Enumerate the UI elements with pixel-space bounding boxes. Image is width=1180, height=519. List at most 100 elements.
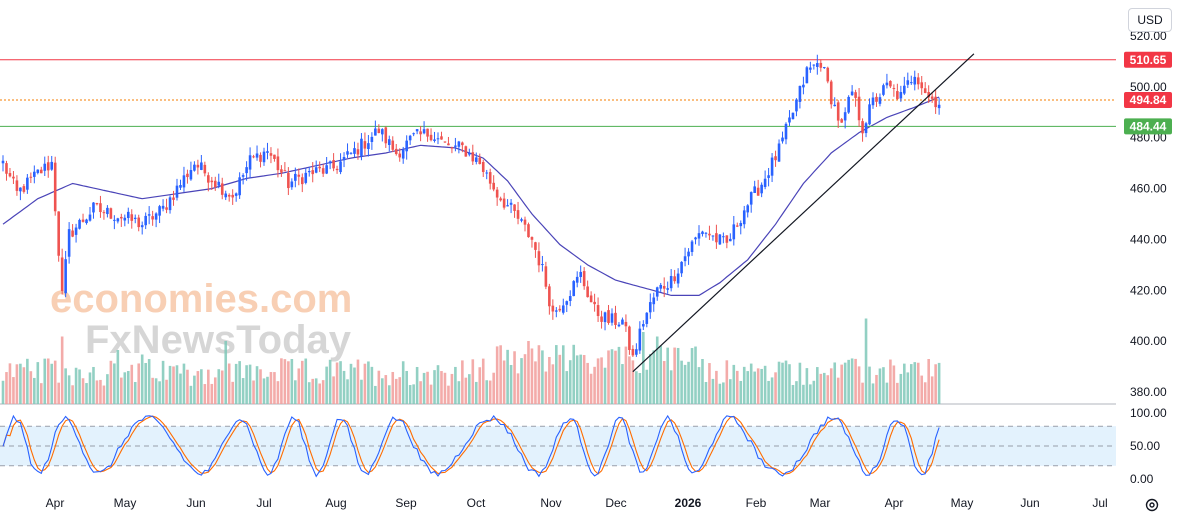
candle	[628, 325, 631, 355]
candle	[645, 312, 649, 328]
candle	[384, 126, 388, 148]
candle	[227, 193, 231, 202]
volume-bar	[822, 372, 826, 404]
candle	[280, 165, 283, 177]
volume-bar	[896, 382, 899, 404]
candle	[130, 209, 134, 229]
candle	[401, 146, 405, 164]
volume-bar	[575, 355, 579, 404]
volume-bar	[450, 373, 454, 404]
candle	[186, 169, 189, 184]
candle	[408, 134, 412, 145]
candle	[871, 92, 875, 109]
time-axis-label: Apr	[46, 496, 65, 510]
candle	[85, 218, 88, 225]
candle	[704, 232, 708, 238]
volume-bar	[523, 354, 527, 404]
volume-bar	[64, 368, 67, 404]
candle	[217, 173, 221, 189]
candle	[582, 267, 586, 290]
candle	[241, 173, 245, 185]
volume-bar	[527, 341, 530, 404]
volume-bar	[287, 361, 290, 404]
volume-bar	[133, 381, 137, 404]
candle	[882, 83, 885, 97]
candle	[193, 161, 196, 172]
candle	[252, 154, 255, 159]
volume-bar	[840, 364, 843, 404]
candle	[370, 132, 374, 150]
volume-bar	[391, 371, 395, 404]
candle	[457, 140, 461, 154]
volume-bar	[12, 377, 15, 404]
volume-bar	[255, 366, 259, 404]
candle	[711, 235, 715, 241]
svg-text:484.44: 484.44	[1130, 119, 1167, 133]
volume-bar	[158, 381, 161, 404]
candle	[930, 92, 934, 103]
volume-bar	[318, 383, 321, 404]
candle	[659, 282, 663, 292]
candle	[179, 179, 182, 191]
watermark: economies.com FxNewsToday	[50, 277, 352, 362]
candle	[266, 142, 269, 160]
volume-bar	[791, 384, 795, 404]
candle	[697, 225, 701, 246]
time-axis-label: Mar	[810, 496, 831, 510]
candle	[474, 152, 478, 165]
candle	[746, 204, 750, 218]
candle	[513, 204, 516, 218]
volume-bar	[363, 363, 367, 404]
volume-bar	[819, 373, 823, 404]
volume-bar	[579, 354, 582, 404]
volume-bar	[412, 384, 415, 404]
candle	[812, 64, 816, 70]
volume-bar	[614, 350, 617, 404]
candle	[200, 154, 203, 171]
time-axis-label: Feb	[746, 496, 767, 510]
candle	[450, 146, 454, 154]
candle	[120, 213, 123, 227]
candle	[339, 153, 342, 175]
volume-bar	[234, 363, 238, 404]
watermark-fxnewstoday: FxNewsToday	[85, 318, 352, 362]
volume-bar	[805, 368, 809, 404]
time-axis-label: Oct	[467, 496, 486, 510]
price-tick-label: 420.00	[1130, 283, 1167, 297]
volume-bar	[749, 363, 753, 404]
volume-bar	[294, 380, 297, 404]
candle	[725, 235, 729, 249]
volume-bar	[464, 377, 468, 404]
volume-bar	[868, 366, 871, 404]
currency-button[interactable]: USD	[1128, 8, 1172, 32]
volume-bar	[673, 347, 676, 404]
volume-bar	[774, 372, 777, 404]
volume-bar	[784, 360, 788, 404]
volume-bar	[109, 360, 113, 404]
candle	[207, 172, 210, 192]
volume-bar	[85, 383, 88, 404]
candle	[182, 166, 186, 192]
volume-bar	[33, 377, 36, 404]
candle	[530, 236, 534, 248]
candle	[488, 168, 492, 190]
volume-bar	[140, 354, 144, 404]
candle	[99, 195, 102, 218]
candle	[558, 305, 562, 313]
candle	[763, 170, 767, 190]
candle	[287, 167, 290, 196]
candle	[367, 135, 370, 157]
price-tick-label: 520.00	[1130, 29, 1167, 43]
candle	[419, 126, 422, 142]
volume-bar	[593, 366, 596, 404]
volume-bar	[349, 363, 353, 404]
volume-bar	[193, 375, 196, 404]
candle	[586, 280, 589, 298]
volume-bar	[120, 377, 123, 404]
volume-bar	[172, 366, 175, 404]
volume-bar	[113, 363, 116, 404]
volume-bar	[353, 367, 356, 404]
volume-bar	[722, 382, 725, 404]
gear-icon[interactable]	[1144, 497, 1160, 513]
